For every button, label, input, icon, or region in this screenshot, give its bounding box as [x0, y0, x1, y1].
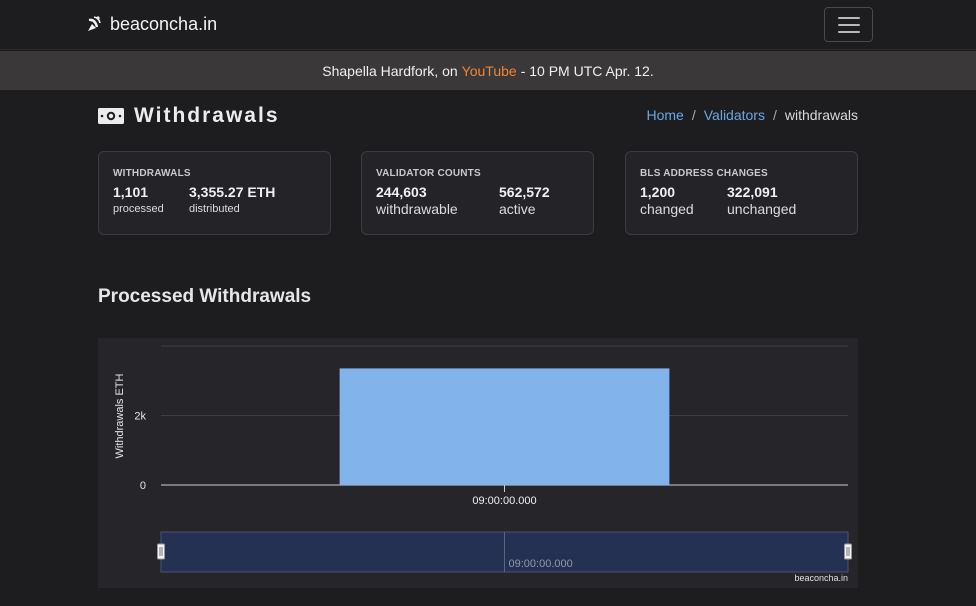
y-tick-label: 0: [140, 480, 146, 492]
y-tick-label: 2k: [134, 411, 146, 423]
announcement-banner: Shapella Hardfork, on YouTube - 10 PM UT…: [0, 51, 976, 90]
chart-svg: 0 2k 09:00:00.000 09:00:00.000: [134, 345, 852, 573]
withdrawals-card: WITHDRAWALS 1,101 processed 3,355.27 ETH…: [98, 151, 331, 235]
active-label: active: [499, 201, 536, 217]
changed-count: 1,200: [640, 184, 676, 200]
card-title: VALIDATOR COUNTS: [376, 168, 481, 179]
navbar-toggle-button[interactable]: [824, 7, 873, 42]
breadcrumb-home[interactable]: Home: [646, 107, 684, 123]
x-tick-label: 09:00:00.000: [472, 495, 536, 507]
withdrawals-chart: 0 2k 09:00:00.000 09:00:00.000: [98, 338, 858, 588]
chart-credit[interactable]: beaconcha.in: [794, 573, 848, 583]
hamburger-menu-icon: [837, 16, 860, 19]
brand-link[interactable]: beaconcha.in: [86, 12, 217, 36]
hamburger-line: [837, 23, 860, 26]
unchanged-count: 322,091: [727, 184, 778, 200]
breadcrumb-validators[interactable]: Validators: [703, 107, 765, 123]
chart-bar: [339, 368, 670, 485]
changed-label: changed: [640, 201, 694, 217]
navigator-handle[interactable]: [157, 543, 165, 560]
page-title-text: Withdrawals: [134, 104, 280, 127]
card-title: WITHDRAWALS: [113, 168, 191, 179]
page-title: Withdrawals: [98, 104, 280, 128]
chart-y-axis-label: Withdrawals ETH: [114, 373, 126, 459]
breadcrumb-separator: /: [772, 107, 777, 123]
satellite-dish-icon: [88, 16, 101, 31]
breadcrumb-separator: /: [691, 107, 696, 123]
card-title: BLS ADDRESS CHANGES: [640, 168, 768, 179]
banner-youtube-link[interactable]: YouTube: [461, 62, 517, 79]
breadcrumb-current: withdrawals: [784, 107, 858, 123]
navigator-handle[interactable]: [844, 543, 852, 560]
navbar: beaconcha.in: [0, 0, 976, 50]
breadcrumb: Home / Validators / withdrawals: [647, 107, 859, 123]
processed-count: 1,101: [113, 184, 149, 200]
distributed-label: distributed: [189, 203, 240, 215]
bls-address-changes-card: BLS ADDRESS CHANGES 1,200 changed 322,09…: [625, 151, 858, 235]
navigator-label: 09:00:00.000: [509, 558, 573, 570]
validator-counts-card: VALIDATOR COUNTS 244,603 withdrawable 56…: [361, 151, 594, 235]
banner-suffix: - 10 PM UTC Apr. 12.: [520, 62, 654, 79]
withdrawable-label: withdrawable: [376, 201, 458, 217]
banner-prefix: Shapella Hardfork, on: [322, 62, 458, 79]
processed-withdrawals-heading: Processed Withdrawals: [98, 286, 312, 307]
processed-label: processed: [113, 203, 164, 215]
brand-name: beaconcha.in: [110, 13, 218, 34]
hamburger-line: [837, 30, 860, 33]
withdrawable-count: 244,603: [376, 184, 427, 200]
money-bill-icon: [98, 108, 124, 124]
distributed-eth: 3,355.27 ETH: [189, 184, 276, 200]
active-count: 562,572: [499, 184, 550, 200]
unchanged-label: unchanged: [727, 201, 797, 217]
